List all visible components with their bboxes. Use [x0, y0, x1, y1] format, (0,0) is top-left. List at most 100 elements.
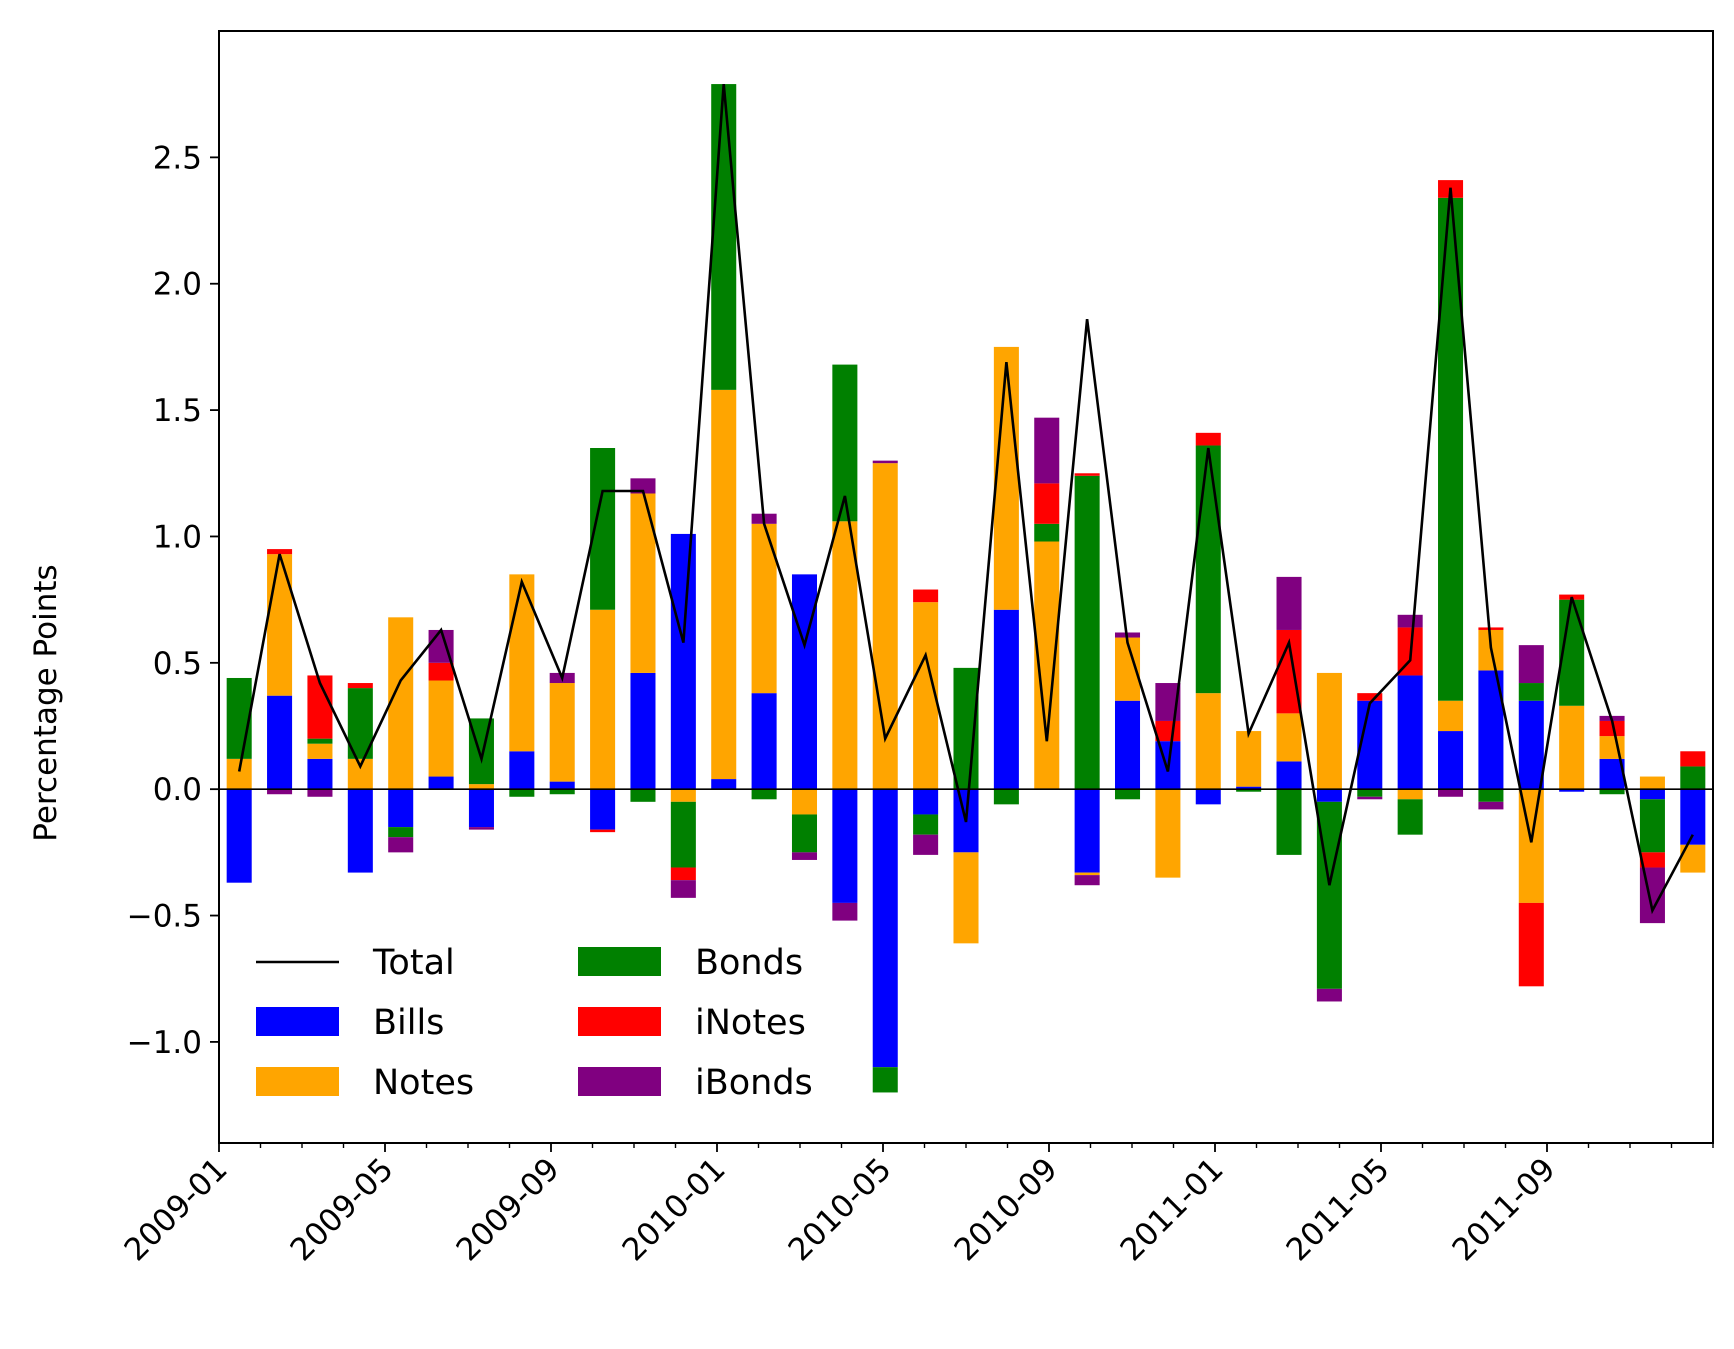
bar-bonds-2009-01	[226, 677, 252, 759]
bar-inotes-2009-06	[428, 662, 454, 681]
bar-notes-2010-04	[832, 521, 858, 790]
bar-bonds-2011-12	[1639, 799, 1665, 853]
bar-inotes-2009-04	[347, 683, 373, 689]
legend-swatch-inotes	[578, 1007, 661, 1036]
bar-notes-2011-02	[1236, 731, 1262, 787]
bar-ibonds-2009-05	[388, 837, 414, 853]
bar-bills-2009-12	[670, 533, 696, 790]
bar-bonds-2011-11	[1599, 789, 1625, 795]
bar-inotes-2009-02	[267, 549, 293, 555]
bar-notes-2011-06	[1397, 789, 1423, 800]
y-tick-label: 2.5	[153, 140, 202, 176]
bar-bonds-2010-08	[993, 789, 1019, 805]
bar-notes-2011-10	[1559, 705, 1585, 790]
bar-bills-2010-04	[832, 789, 858, 903]
bar-ibonds-2011-08	[1478, 801, 1504, 810]
bar-ibonds-2009-12	[670, 880, 696, 898]
bar-inotes-2010-06	[913, 589, 939, 603]
bar-bills-2011-06	[1397, 675, 1423, 790]
bar-ibonds-2009-03	[307, 789, 333, 797]
bar-notes-2010-08	[993, 346, 1019, 610]
bar-inotes-2011-09	[1518, 902, 1544, 987]
bar-notes-2010-10	[1074, 872, 1100, 876]
bar-inotes-2011-08	[1478, 627, 1504, 630]
bar-notes-2009-12	[670, 789, 696, 802]
bar-bonds-2011-02	[1236, 789, 1262, 792]
bar-bills-2011-01	[1195, 789, 1221, 805]
bar-bonds-2010-06	[913, 814, 939, 835]
bar-inotes-2012-01	[1680, 751, 1706, 767]
bar-inotes-2009-10	[590, 829, 616, 833]
bar-notes-2009-10	[590, 609, 616, 790]
legend-label-total: Total	[372, 943, 455, 983]
bar-bills-2011-02	[1236, 786, 1262, 790]
bar-ibonds-2010-10	[1074, 875, 1100, 886]
bar-inotes-2010-10	[1074, 473, 1100, 476]
bar-bonds-2009-05	[388, 827, 414, 838]
plot-area	[219, 83, 1713, 1093]
bar-bonds-2010-03	[791, 814, 818, 853]
bar-ibonds-2010-05	[872, 460, 898, 464]
bar-bonds-2009-12	[670, 801, 696, 868]
bar-notes-2010-07	[953, 852, 979, 944]
bar-notes-2009-03	[307, 743, 333, 759]
bar-bonds-2010-09	[1034, 523, 1060, 542]
total-line	[237, 83, 1694, 915]
bar-bonds-2011-01	[1195, 445, 1221, 694]
legend-swatch-notes	[256, 1067, 339, 1096]
legend-swatch-bills	[256, 1007, 339, 1036]
bar-notes-2010-01	[711, 389, 737, 780]
y-tick-label: 1.5	[153, 393, 202, 429]
bar-notes-2011-01	[1195, 693, 1221, 790]
bar-bonds-2012-01	[1680, 766, 1706, 790]
bar-ibonds-2010-06	[913, 834, 939, 855]
bar-bonds-2010-02	[751, 789, 777, 800]
bar-notes-2011-03	[1276, 713, 1302, 762]
bar-ibonds-2011-04	[1316, 988, 1342, 1002]
bar-bills-2009-04	[347, 789, 373, 873]
bar-notes-2011-07	[1438, 700, 1464, 732]
legend-swatch-ibonds	[578, 1067, 661, 1096]
bar-notes-2009-01	[226, 758, 252, 790]
bar-bills-2009-01	[226, 789, 252, 883]
bar-notes-2010-06	[913, 602, 939, 790]
bar-notes-2009-05	[388, 617, 414, 790]
y-tick-label: 0.0	[153, 772, 202, 808]
bar-notes-2010-03	[791, 789, 818, 815]
bar-inotes-2010-12	[1155, 720, 1181, 742]
bar-bills-2010-01	[711, 779, 737, 790]
bar-bonds-2010-04	[832, 364, 858, 522]
y-tick-label: 2.0	[153, 267, 202, 303]
bar-bills-2010-08	[993, 609, 1019, 790]
bar-bonds-2010-05	[872, 1067, 898, 1093]
bar-bills-2011-12	[1639, 789, 1665, 800]
bar-inotes-2011-12	[1639, 852, 1665, 868]
bar-notes-2009-09	[549, 683, 575, 782]
bar-bills-2009-02	[267, 695, 293, 790]
bar-ibonds-2009-07	[468, 827, 494, 830]
bar-bonds-2011-03	[1276, 789, 1302, 855]
bar-notes-2009-06	[428, 680, 454, 777]
bar-bills-2010-05	[872, 789, 898, 1068]
bar-bonds-2011-09	[1518, 683, 1544, 701]
legend-label-inotes: iNotes	[695, 1003, 806, 1043]
bar-bills-2011-09	[1518, 700, 1544, 790]
bar-bills-2011-07	[1438, 731, 1464, 790]
y-tick-label: −0.5	[127, 899, 202, 935]
bar-bonds-2011-06	[1397, 799, 1423, 835]
bar-bills-2009-09	[549, 781, 575, 790]
bar-bills-2011-04	[1316, 789, 1342, 802]
bar-ibonds-2009-02	[267, 789, 293, 795]
bar-bills-2011-10	[1559, 789, 1585, 792]
bar-bills-2010-03	[791, 574, 818, 790]
bar-bills-2010-06	[913, 789, 939, 815]
bar-notes-2010-12	[1155, 789, 1181, 878]
bar-bonds-2009-03	[307, 738, 333, 744]
bar-inotes-2010-09	[1034, 483, 1060, 524]
bar-bills-2009-07	[468, 789, 494, 828]
bar-ibonds-2011-09	[1518, 645, 1544, 684]
bar-bonds-2010-11	[1114, 789, 1141, 800]
bar-bonds-2010-01	[711, 84, 737, 390]
bar-bonds-2011-05	[1357, 789, 1383, 797]
